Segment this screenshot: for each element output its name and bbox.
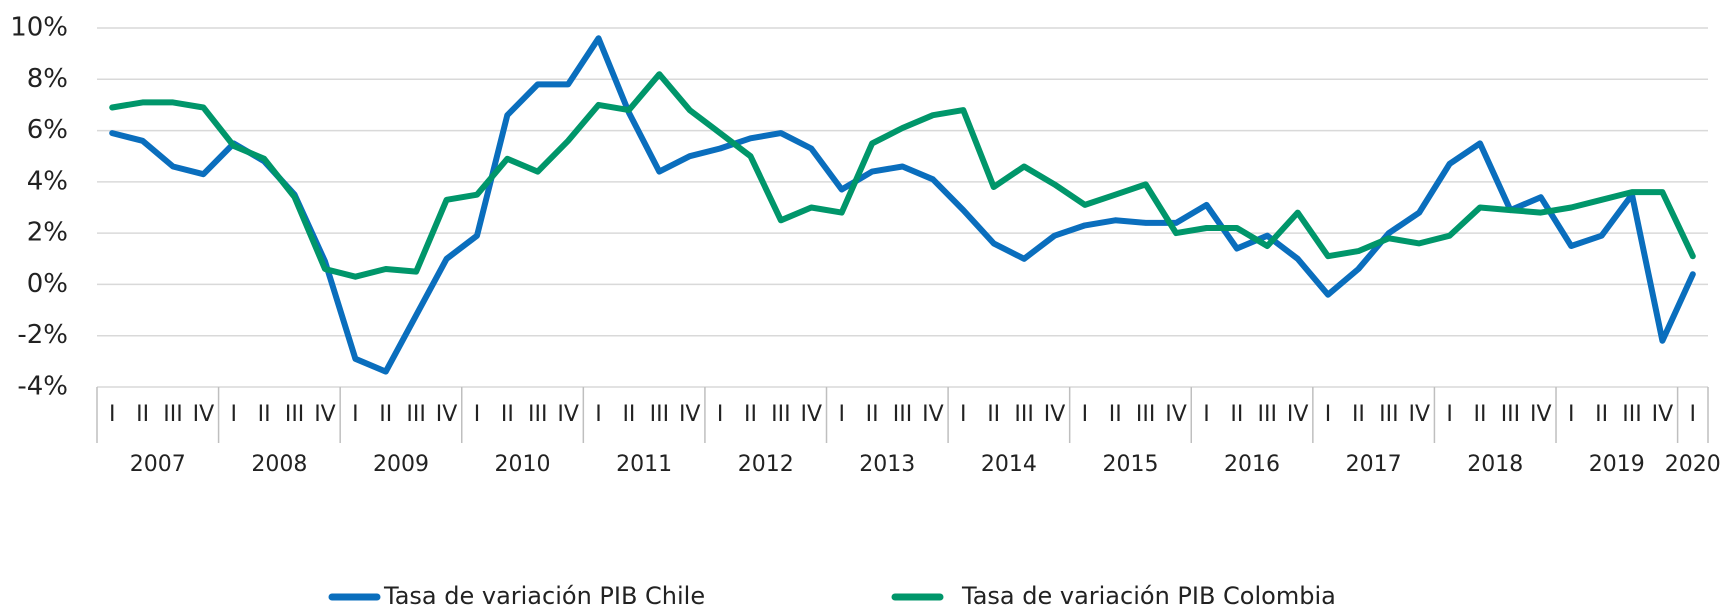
x-tick-label: III: [893, 402, 912, 427]
x-tick-label: IV: [1165, 402, 1187, 427]
x-tick-label: III: [528, 402, 547, 427]
series-line: [109, 71, 1696, 280]
y-tick-label: -4%: [17, 372, 68, 402]
x-tick-label: I: [1203, 402, 1210, 427]
x-tick-label: II: [744, 402, 757, 427]
x-tick-label: I: [595, 402, 602, 427]
x-tick-label: I: [960, 402, 967, 427]
x-tick-label: II: [1352, 402, 1365, 427]
series-line: [109, 35, 1696, 375]
year-label: 2010: [495, 452, 551, 477]
x-tick-label: IV: [1044, 402, 1066, 427]
x-tick-label: IV: [193, 402, 215, 427]
x-tick-label: II: [622, 402, 635, 427]
x-tick-label: IV: [1287, 402, 1309, 427]
x-tick-label: IV: [1530, 402, 1552, 427]
x-tick-label: III: [1014, 402, 1033, 427]
x-tick-label: III: [406, 402, 425, 427]
x-tick-label: I: [109, 402, 116, 427]
x-tick-label: III: [1622, 402, 1641, 427]
year-label: 2018: [1467, 452, 1523, 477]
year-label: 2015: [1102, 452, 1158, 477]
year-label: 2019: [1589, 452, 1645, 477]
y-tick-label: 6%: [27, 115, 68, 145]
x-tick-label: I: [1325, 402, 1332, 427]
legend-label: Tasa de variación PIB Colombia: [961, 582, 1336, 609]
x-tick-label: II: [1230, 402, 1243, 427]
y-tick-label: 2%: [27, 218, 68, 248]
x-tick-label: IV: [1408, 402, 1430, 427]
x-tick-label: I: [352, 402, 359, 427]
x-tick-label: I: [1446, 402, 1453, 427]
x-tick-label: II: [987, 402, 1000, 427]
y-tick-label: 10%: [10, 13, 68, 43]
x-tick-label: IV: [314, 402, 336, 427]
x-tick-label: II: [136, 402, 149, 427]
y-tick-label: 4%: [27, 166, 68, 196]
x-tick-label: IV: [1652, 402, 1674, 427]
x-tick-label: II: [258, 402, 271, 427]
x-tick-label: IV: [922, 402, 944, 427]
x-tick-label: IV: [557, 402, 579, 427]
x-tick-label: II: [1474, 402, 1487, 427]
x-tick-label: I: [1568, 402, 1575, 427]
x-tick-label: III: [1501, 402, 1520, 427]
x-tick-label: III: [771, 402, 790, 427]
y-tick-label: 8%: [27, 64, 68, 94]
x-tick-label: I: [231, 402, 238, 427]
x-tick-label: I: [838, 402, 845, 427]
year-label: 2020: [1665, 452, 1721, 477]
x-tick-label: II: [501, 402, 514, 427]
x-tick-label: IV: [436, 402, 458, 427]
year-label: 2017: [1346, 452, 1402, 477]
x-tick-label: II: [866, 402, 879, 427]
x-tick-label: III: [650, 402, 669, 427]
x-tick-label: I: [1690, 402, 1697, 427]
x-tick-label: II: [1109, 402, 1122, 427]
x-tick-label: I: [1082, 402, 1089, 427]
year-label: 2011: [616, 452, 672, 477]
year-label: 2009: [373, 452, 429, 477]
year-label: 2016: [1224, 452, 1280, 477]
x-tick-label: III: [285, 402, 304, 427]
y-tick-label: -2%: [17, 320, 68, 350]
x-tick-label: III: [163, 402, 182, 427]
x-tick-label: IV: [801, 402, 823, 427]
x-tick-label: II: [1595, 402, 1608, 427]
year-label: 2014: [981, 452, 1037, 477]
year-label: 2007: [130, 452, 186, 477]
x-tick-label: I: [474, 402, 481, 427]
x-tick-label: III: [1258, 402, 1277, 427]
x-tick-label: II: [379, 402, 392, 427]
year-label: 2008: [251, 452, 307, 477]
x-tick-label: IV: [679, 402, 701, 427]
legend-label: Tasa de variación PIB Chile: [383, 582, 705, 609]
x-tick-label: III: [1136, 402, 1155, 427]
year-label: 2013: [859, 452, 915, 477]
y-tick-label: 0%: [27, 269, 68, 299]
x-tick-label: III: [1379, 402, 1398, 427]
year-label: 2012: [738, 452, 794, 477]
x-tick-label: I: [717, 402, 724, 427]
